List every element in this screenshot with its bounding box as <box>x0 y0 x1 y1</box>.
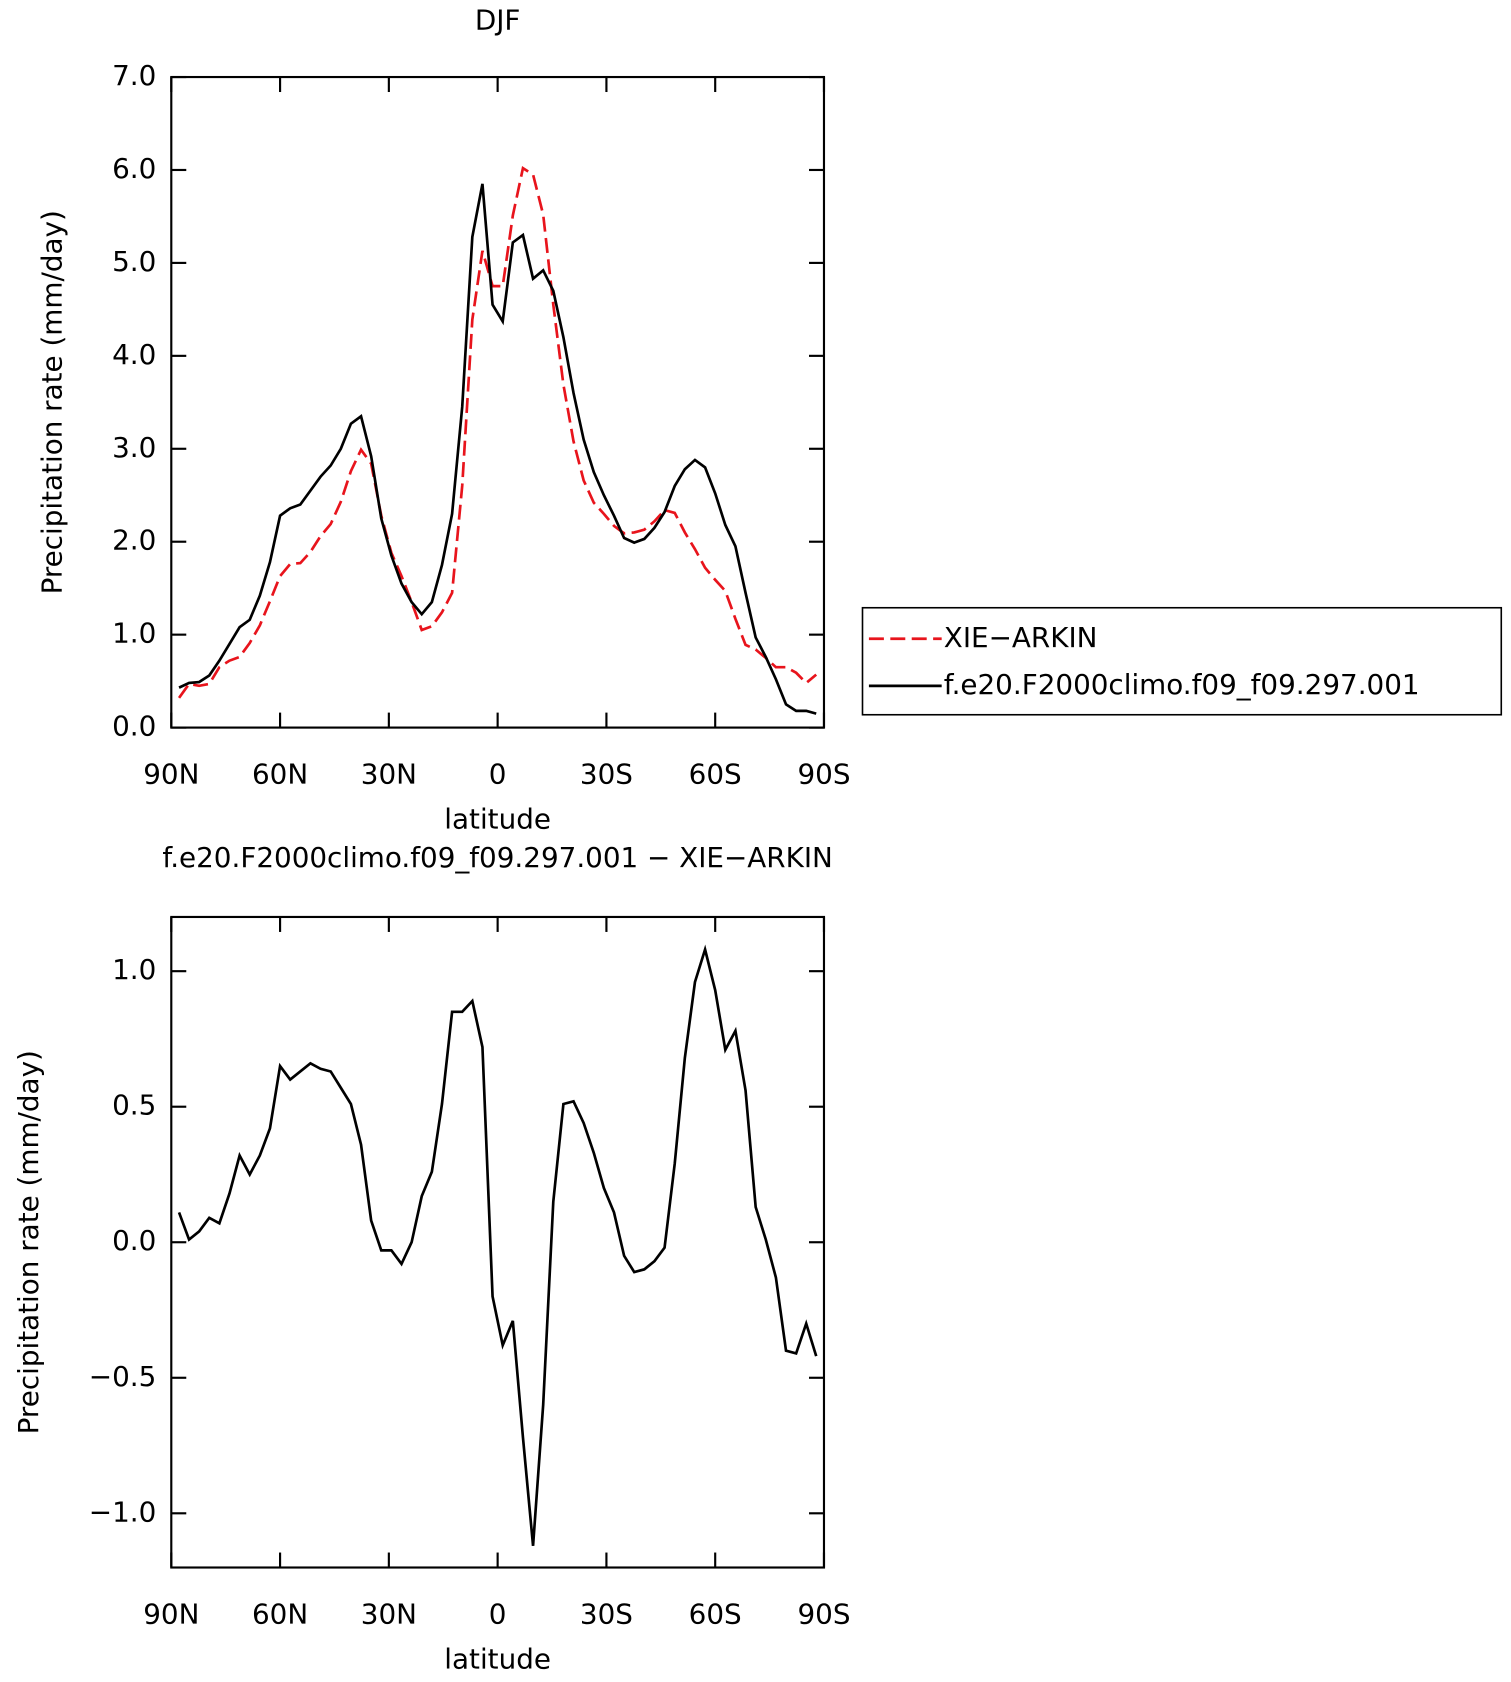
legend-box <box>861 606 1503 716</box>
x-axis-label: latitude <box>444 1643 551 1676</box>
y-tick-label: 4.0 <box>112 338 156 371</box>
y-tick-label: 6.0 <box>112 152 156 185</box>
legend-label: f.e20.F2000climo.f09_f09.297.001 <box>944 668 1420 701</box>
x-tick-label: 30S <box>580 758 633 791</box>
x-tick-label: 30N <box>361 758 417 791</box>
y-tick-label: 1.0 <box>112 617 156 650</box>
y-axis-label: Precipitation rate (mm/day) <box>36 210 69 594</box>
y-tick-label: −1.0 <box>89 1495 157 1528</box>
y-tick-label: 0.0 <box>112 710 156 743</box>
data-line <box>177 165 818 699</box>
x-tick-label: 90N <box>143 1598 199 1631</box>
plot-frame <box>170 75 826 729</box>
x-tick-label: 60N <box>252 758 308 791</box>
chart-title: f.e20.F2000climo.f09_f09.297.001 − XIE−A… <box>162 841 832 874</box>
y-tick-label: 2.0 <box>112 524 156 557</box>
chart-title: DJF <box>475 3 521 36</box>
x-tick-label: 90N <box>143 758 199 791</box>
x-tick-label: 0 <box>489 758 507 791</box>
y-tick-label: 3.0 <box>112 431 156 464</box>
legend-label: XIE−ARKIN <box>944 621 1098 654</box>
x-tick-label: 30N <box>361 1598 417 1631</box>
x-tick-label: 90S <box>797 758 850 791</box>
y-tick-label: 0.5 <box>112 1089 156 1122</box>
x-tick-label: 60S <box>689 1598 742 1631</box>
x-tick-label: 90S <box>797 1598 850 1631</box>
x-tick-label: 60S <box>689 758 742 791</box>
data-line <box>178 183 817 715</box>
y-tick-label: −0.5 <box>89 1360 157 1393</box>
y-tick-label: 5.0 <box>112 245 156 278</box>
x-tick-label: 30S <box>580 1598 633 1631</box>
y-tick-label: 1.0 <box>112 953 156 986</box>
plot-frame <box>170 915 826 1569</box>
data-line <box>177 944 818 1546</box>
y-tick-label: 7.0 <box>112 59 156 92</box>
x-tick-label: 0 <box>489 1598 507 1631</box>
x-axis-label: latitude <box>444 803 551 836</box>
y-tick-label: 0.0 <box>112 1224 156 1257</box>
x-tick-label: 60N <box>252 1598 308 1631</box>
y-axis-label: Precipitation rate (mm/day) <box>12 1050 45 1434</box>
